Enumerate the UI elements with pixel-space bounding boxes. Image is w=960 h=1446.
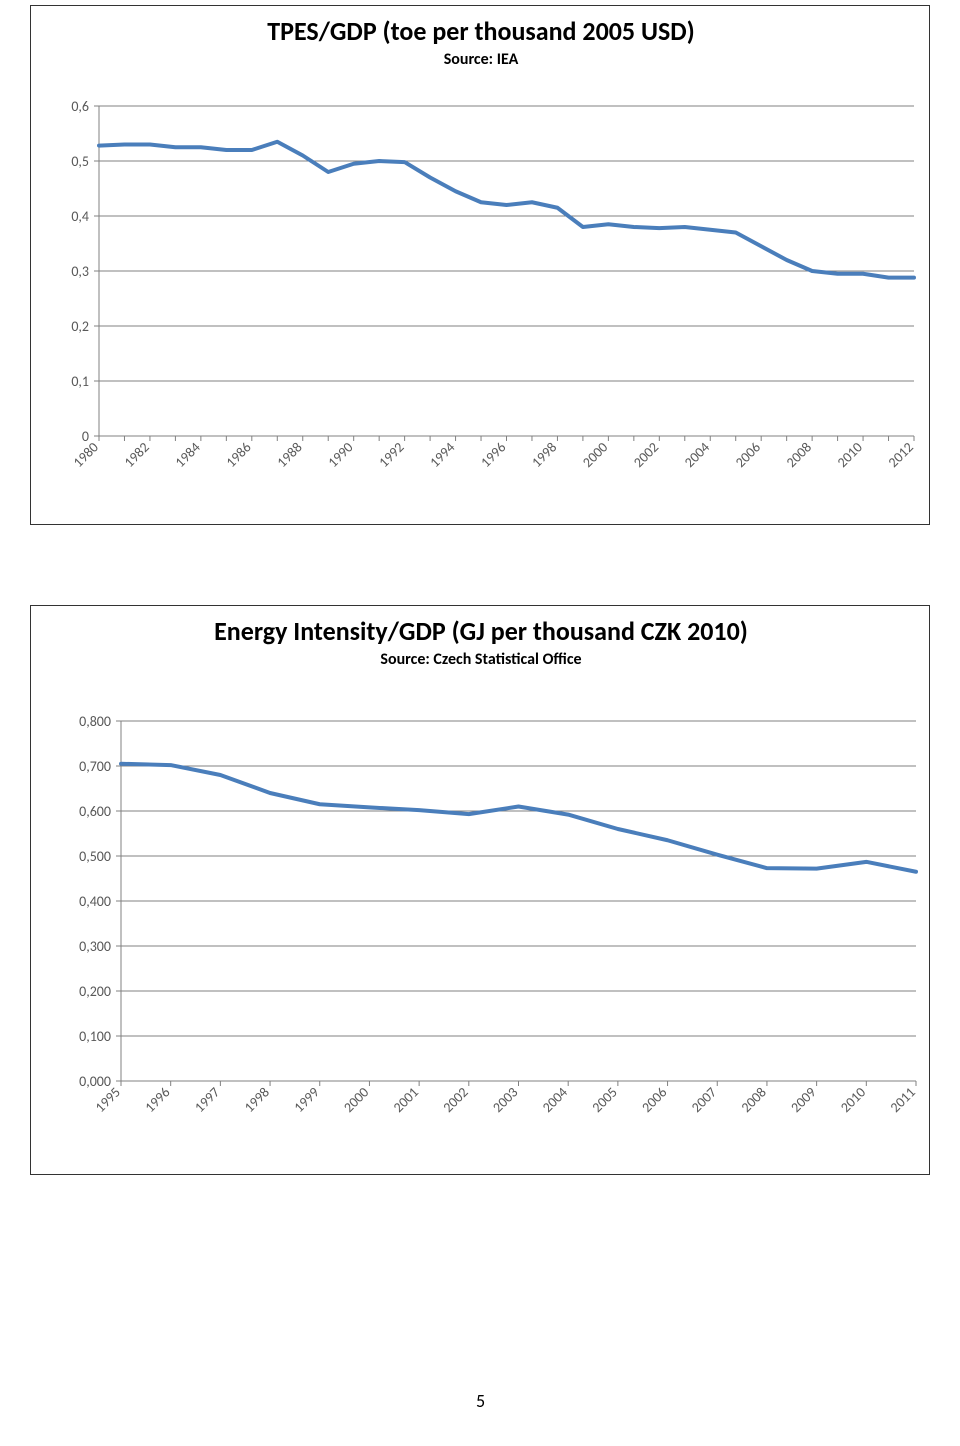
svg-text:0,800: 0,800 — [79, 713, 111, 730]
svg-text:0,600: 0,600 — [79, 803, 111, 820]
svg-text:0,400: 0,400 — [79, 893, 111, 910]
svg-text:2007: 2007 — [688, 1084, 720, 1116]
svg-text:0,100: 0,100 — [79, 1028, 111, 1045]
chart-energy-intensity: Energy Intensity/GDP (GJ per thousand CZ… — [30, 605, 930, 1175]
svg-text:1999: 1999 — [290, 1084, 322, 1116]
page-number: 5 — [476, 1390, 485, 1412]
svg-text:2004: 2004 — [681, 439, 713, 471]
svg-text:0,5: 0,5 — [71, 153, 89, 170]
svg-text:0,2: 0,2 — [71, 318, 89, 335]
svg-text:2002: 2002 — [440, 1084, 472, 1116]
svg-text:1996: 1996 — [141, 1084, 173, 1116]
svg-text:2000: 2000 — [579, 439, 611, 471]
svg-text:1990: 1990 — [324, 439, 356, 471]
svg-text:Source: Czech Statistical Offi: Source: Czech Statistical Office — [380, 650, 581, 669]
svg-text:Energy Intensity/GDP (GJ per t: Energy Intensity/GDP (GJ per thousand CZ… — [214, 615, 748, 647]
svg-text:2003: 2003 — [489, 1084, 521, 1116]
page: TPES/GDP (toe per thousand 2005 USD) Sour… — [0, 0, 960, 1446]
svg-text:0,1: 0,1 — [71, 373, 89, 390]
svg-text:1986: 1986 — [223, 439, 255, 471]
svg-text:0,500: 0,500 — [79, 848, 111, 865]
svg-text:0,700: 0,700 — [79, 758, 111, 775]
svg-text:1980: 1980 — [70, 439, 102, 471]
svg-text:1998: 1998 — [528, 439, 560, 471]
svg-text:1982: 1982 — [121, 439, 153, 471]
svg-text:0,200: 0,200 — [79, 983, 111, 1000]
svg-text:2005: 2005 — [589, 1084, 621, 1116]
svg-text:2006: 2006 — [732, 439, 764, 471]
chart-tpes-gdp-svg: TPES/GDP (toe per thousand 2005 USD) Sour… — [31, 6, 931, 526]
svg-text:2010: 2010 — [834, 439, 866, 471]
svg-text:1998: 1998 — [241, 1084, 273, 1116]
chart-energy-intensity-svg: Energy Intensity/GDP (GJ per thousand CZ… — [31, 606, 931, 1176]
svg-text:Source: IEA: Source: IEA — [444, 50, 519, 69]
svg-text:1984: 1984 — [172, 439, 204, 471]
svg-text:2012: 2012 — [885, 439, 917, 471]
svg-text:0,3: 0,3 — [71, 263, 89, 280]
svg-text:2002: 2002 — [630, 439, 662, 471]
svg-text:2004: 2004 — [539, 1084, 571, 1116]
svg-text:1996: 1996 — [477, 439, 509, 471]
svg-text:0,4: 0,4 — [71, 208, 89, 225]
svg-text:2009: 2009 — [787, 1084, 819, 1116]
svg-text:2000: 2000 — [340, 1084, 372, 1116]
chart-tpes-gdp: TPES/GDP (toe per thousand 2005 USD) Sour… — [30, 5, 930, 525]
svg-text:0,6: 0,6 — [71, 98, 89, 115]
svg-text:2011: 2011 — [887, 1084, 919, 1116]
svg-text:1994: 1994 — [426, 439, 458, 471]
svg-text:2008: 2008 — [738, 1084, 770, 1116]
svg-text:0,000: 0,000 — [79, 1073, 111, 1090]
svg-text:1997: 1997 — [191, 1084, 223, 1116]
svg-text:2008: 2008 — [783, 439, 815, 471]
svg-text:1988: 1988 — [273, 439, 305, 471]
svg-text:TPES/GDP (toe per thousand 200: TPES/GDP (toe per thousand 2005 USD) — [267, 15, 694, 47]
svg-text:2001: 2001 — [390, 1084, 422, 1116]
svg-text:0,300: 0,300 — [79, 938, 111, 955]
svg-text:2006: 2006 — [638, 1084, 670, 1116]
svg-text:1992: 1992 — [375, 439, 407, 471]
svg-text:2010: 2010 — [837, 1084, 869, 1116]
